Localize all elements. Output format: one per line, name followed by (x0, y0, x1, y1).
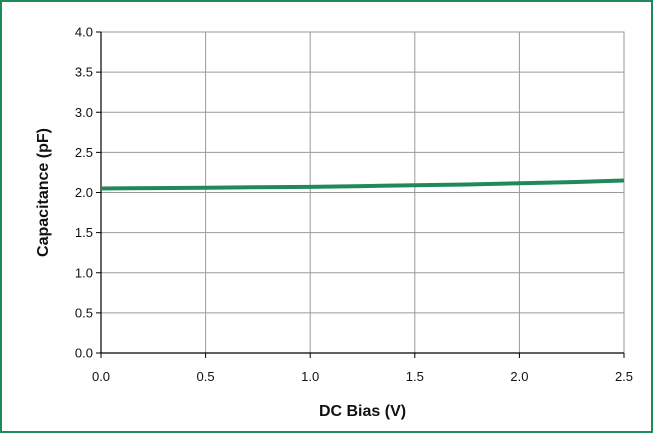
y-tick-label: 0.0 (75, 346, 93, 361)
y-tick-label: 1.0 (75, 265, 93, 280)
y-tick-label: 2.5 (75, 145, 93, 160)
x-axis-title: DC Bias (V) (319, 403, 406, 420)
x-tick-label: 2.0 (510, 369, 528, 384)
y-axis-title: Capacitance (pF) (35, 128, 52, 257)
y-tick-label: 0.5 (75, 305, 93, 320)
y-tick-label: 3.5 (75, 65, 93, 80)
x-tick-label: 2.5 (615, 369, 633, 384)
x-tick-label: 0.5 (197, 369, 215, 384)
x-tick-label: 1.5 (406, 369, 424, 384)
x-tick-label: 1.0 (301, 369, 319, 384)
series-line (100, 178, 625, 191)
x-tick-label: 0.0 (92, 369, 110, 384)
tick-labels: 0.0 0.5 1.0 1.5 2.0 2.5 3.0 3.5 4.0 0.0 0.5 1.0 1.5 2… (75, 25, 633, 385)
axes (96, 31, 625, 358)
grid-lines (100, 31, 625, 354)
y-tick-label: 4.0 (75, 25, 93, 40)
y-tick-label: 1.5 (75, 225, 93, 240)
y-tick-label: 3.0 (75, 105, 93, 120)
series-lines (100, 178, 625, 191)
y-tick-label: 2.0 (75, 185, 93, 200)
